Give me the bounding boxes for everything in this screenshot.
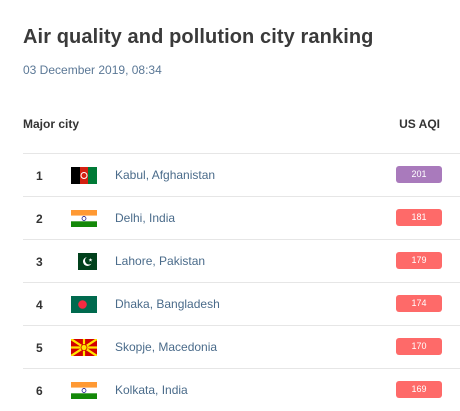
- rank-number: 4: [36, 298, 43, 312]
- city-name-link[interactable]: Delhi, India: [115, 211, 176, 225]
- rank-number: 6: [36, 384, 43, 398]
- column-header-city: Major city: [23, 117, 80, 131]
- rank-number: 1: [36, 169, 43, 183]
- city-name-link[interactable]: Lahore, Pakistan: [115, 254, 206, 268]
- bangladesh-flag-icon: [71, 296, 97, 313]
- rank-number: 3: [36, 255, 43, 269]
- city-name-link[interactable]: Skopje, Macedonia: [115, 340, 218, 354]
- india-flag-icon: [71, 210, 97, 227]
- city-name-link[interactable]: Kolkata, India: [115, 383, 188, 397]
- aqi-badge: 169: [396, 381, 442, 398]
- rank-number: 5: [36, 341, 43, 355]
- table-row[interactable]: 1 Kabul, Afghanistan 201: [23, 153, 460, 196]
- rank-number: 2: [36, 212, 43, 226]
- india-flag-icon: [71, 382, 97, 399]
- city-name-link[interactable]: Dhaka, Bangladesh: [115, 297, 220, 311]
- timestamp: 03 December 2019, 08:34: [23, 63, 162, 77]
- pakistan-flag-icon: [71, 253, 97, 270]
- table-row[interactable]: 6 Kolkata, India 169: [23, 368, 460, 411]
- aqi-badge: 181: [396, 209, 442, 226]
- table-row[interactable]: 2 Delhi, India 181: [23, 196, 460, 239]
- table-row[interactable]: 3 Lahore, Pakistan 179: [23, 239, 460, 282]
- city-name-link[interactable]: Kabul, Afghanistan: [115, 168, 216, 182]
- table-row[interactable]: 4 Dhaka, Bangladesh 174: [23, 282, 460, 325]
- ranking-table: 1 Kabul, Afghanistan 201 2 Delhi, India …: [23, 153, 460, 411]
- page-title: Air quality and pollution city ranking: [23, 26, 374, 48]
- afghanistan-flag-icon: [71, 167, 97, 184]
- macedonia-flag-icon: [70, 338, 98, 357]
- aqi-badge: 174: [396, 295, 442, 312]
- column-header-aqi: US AQI: [399, 117, 440, 131]
- table-row[interactable]: 5 Skopje, Macedonia 170: [23, 325, 460, 368]
- aqi-badge: 179: [396, 252, 442, 269]
- aqi-badge: 170: [396, 338, 442, 355]
- aqi-badge: 201: [396, 166, 442, 183]
